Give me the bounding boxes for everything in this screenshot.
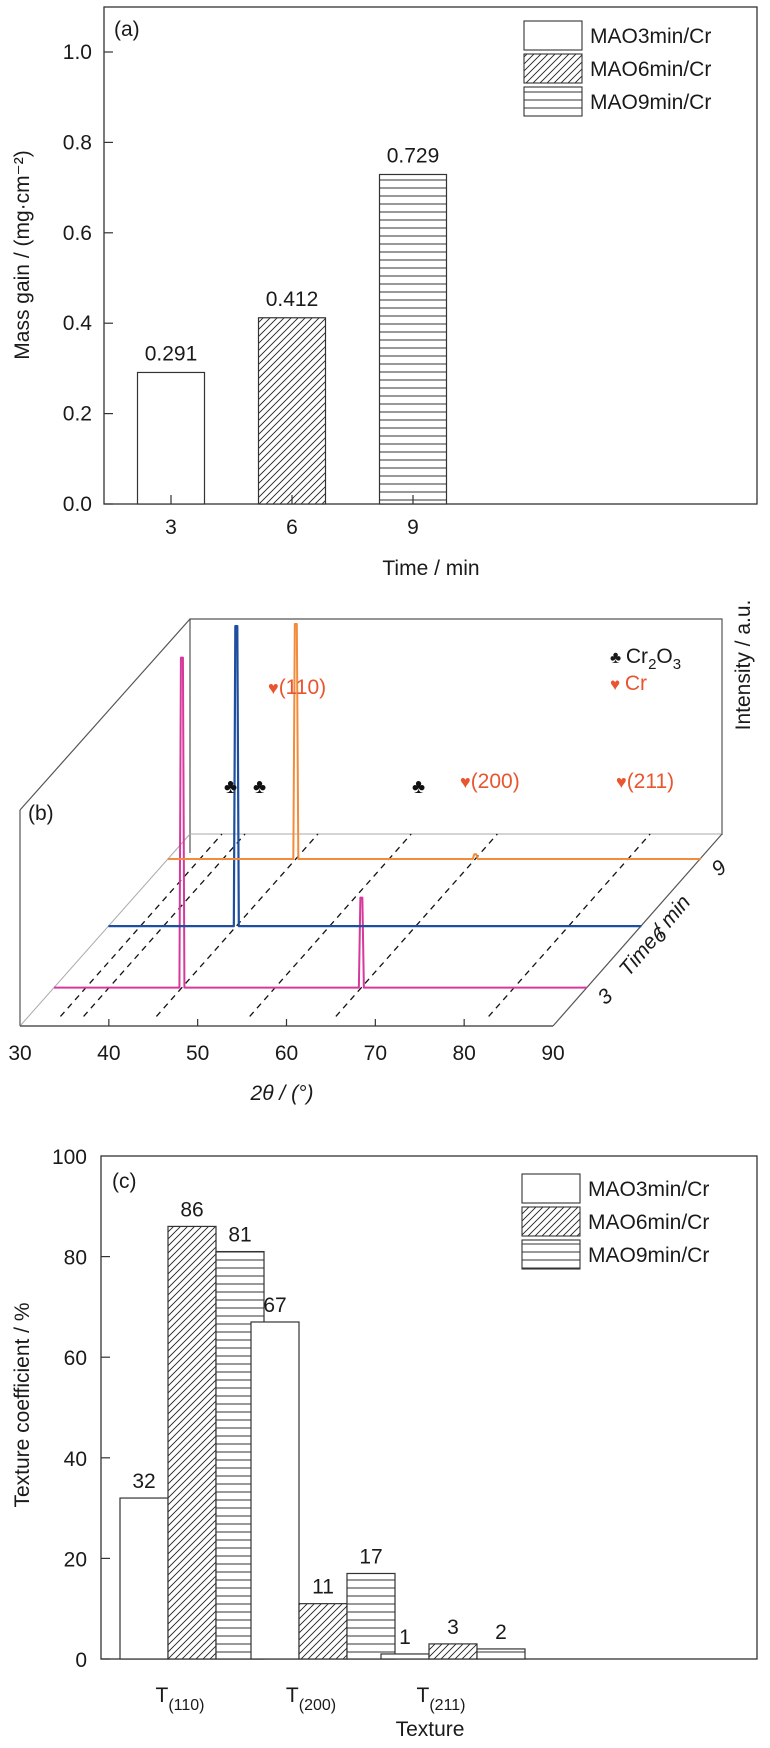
x-tick-label: 50	[186, 1042, 209, 1065]
y-tick-label: 0	[75, 1649, 87, 1672]
bar-value-label: 0.291	[145, 342, 198, 365]
x-tick-label: 6	[286, 516, 298, 539]
legend: MAO3min/Cr MAO6min/Cr MAO9min/Cr	[523, 20, 711, 117]
panel-label: (c)	[112, 1170, 137, 1193]
legend-swatch	[523, 86, 583, 117]
legend: MAO3min/Cr MAO6min/Cr MAO9min/Cr	[521, 1173, 709, 1270]
x-tick-label: 90	[541, 1042, 564, 1065]
bar-211-mao6min-cr	[428, 1643, 478, 1660]
legend-swatch	[521, 1173, 581, 1204]
heart-marker-icon: ♥(110)	[268, 676, 326, 699]
bar-value-label: 3	[447, 1616, 459, 1639]
bar-211-mao9min-cr	[476, 1648, 526, 1660]
x-axis-label: Time / min	[382, 557, 479, 580]
back-wall-frame	[189, 618, 723, 853]
bar-value-label: 0.729	[387, 144, 440, 167]
y-tick-label: 80	[64, 1247, 87, 1270]
bar-9	[378, 173, 448, 505]
bar-200-mao6min-cr	[298, 1603, 348, 1660]
x-tick-label: 9	[407, 516, 419, 539]
bar-value-label: 86	[180, 1198, 203, 1221]
intensity-axis-label: Intensity / a.u.	[732, 600, 755, 731]
x-tick-label: T(110)	[156, 1684, 205, 1714]
panel-b-xrd-3d-chart: ♣ ♣♥(110)♣ ♥(200) ♥(211) 30 40 50 60 70 80 90 369…	[8, 600, 755, 1105]
club-marker-icon: ♣	[224, 776, 237, 798]
bar-value-label: 0.412	[266, 288, 319, 311]
legend-cr: ♥ Cr	[610, 672, 647, 695]
y-tick-label: 0.8	[63, 131, 92, 154]
legend: ♣ Cr2O3♥ Cr	[610, 645, 681, 695]
legend-label: MAO3min/Cr	[588, 1178, 709, 1201]
x-axis-label: 2θ / (°)	[250, 1082, 314, 1105]
xrd-trace-9-min	[167, 622, 701, 860]
legend-swatch	[523, 20, 583, 51]
heart-marker-icon: ♥(211)	[616, 770, 674, 793]
xrd-trace-6-min	[108, 625, 642, 928]
x-tick-label: 60	[275, 1042, 298, 1065]
legend-swatch	[521, 1239, 581, 1270]
legend-cr2o3: ♣ Cr2O3	[610, 645, 681, 673]
bar-value-label: 81	[228, 1224, 251, 1247]
y-tick-label: 20	[64, 1548, 87, 1571]
x-axis-label: Texture	[396, 1718, 465, 1741]
y-tick-label: 0.6	[63, 222, 92, 245]
bar-value-label: 32	[132, 1470, 155, 1493]
y-tick-label: 1.0	[63, 41, 92, 64]
bar-200-mao9min-cr	[346, 1572, 396, 1660]
bar-110-mao6min-cr	[167, 1225, 217, 1660]
xrd-trace-3-min	[54, 656, 587, 989]
panel-label: (a)	[114, 18, 140, 41]
x-tick-label: 70	[364, 1042, 387, 1065]
bar-200-mao3min-cr	[250, 1321, 300, 1660]
x-tick-label: T(211)	[417, 1684, 466, 1714]
x-tick-label: 40	[97, 1042, 120, 1065]
club-marker-icon: ♣	[412, 776, 425, 798]
bar-3	[136, 371, 206, 505]
y-tick-label: 0.0	[63, 493, 92, 516]
depth-tick-label: 3	[593, 984, 617, 1009]
x-tick-label: 80	[452, 1042, 475, 1065]
bar-110-mao3min-cr	[119, 1497, 169, 1660]
y-axis-label: Mass gain / (mg·cm⁻²)	[11, 150, 34, 359]
y-tick-label: 0.4	[63, 312, 93, 335]
bar-value-label: 1	[399, 1626, 411, 1649]
y-axis-label: Texture coefficient / %	[11, 1302, 34, 1507]
legend-label: MAO3min/Cr	[590, 25, 711, 48]
bar-211-mao3min-cr	[380, 1653, 430, 1660]
floor-right-edge	[552, 833, 723, 1027]
legend-label: MAO9min/Cr	[590, 91, 711, 114]
y-tick-label: 40	[64, 1448, 87, 1471]
reference-line	[155, 833, 319, 1017]
depth-tick-label: 9	[707, 855, 731, 880]
bar-value-label: 2	[495, 1621, 507, 1644]
heart-marker-icon: ♥(200)	[460, 770, 520, 793]
legend-label: MAO6min/Cr	[590, 58, 711, 81]
x-tick-label: T(200)	[286, 1684, 336, 1714]
panel-label: (b)	[28, 802, 54, 825]
x-tick-label: 30	[8, 1042, 31, 1065]
y-tick-label: 60	[64, 1347, 87, 1370]
left-top-edge	[19, 618, 191, 811]
bar-value-label: 67	[263, 1294, 286, 1317]
y-tick-label: 0.2	[63, 403, 92, 426]
legend-label: MAO9min/Cr	[588, 1244, 709, 1267]
bar-6	[257, 317, 327, 505]
depth-axis-label: Time / min	[615, 891, 696, 981]
panel-a-mass-gain-chart: (a) 0.0 0.2 0.4 0.6 0.8 1.0 0.291 0.412 0.729 3…	[11, 6, 758, 580]
legend-swatch	[523, 53, 583, 84]
x-tick-label: 3	[165, 516, 177, 539]
legend-swatch	[521, 1206, 581, 1237]
bar-value-label: 11	[312, 1576, 334, 1599]
club-marker-icon: ♣	[253, 776, 266, 798]
legend-label: MAO6min/Cr	[588, 1211, 709, 1234]
floor-left-edge	[19, 833, 191, 1027]
bar-value-label: 17	[359, 1545, 382, 1568]
y-tick-label: 100	[52, 1146, 87, 1169]
